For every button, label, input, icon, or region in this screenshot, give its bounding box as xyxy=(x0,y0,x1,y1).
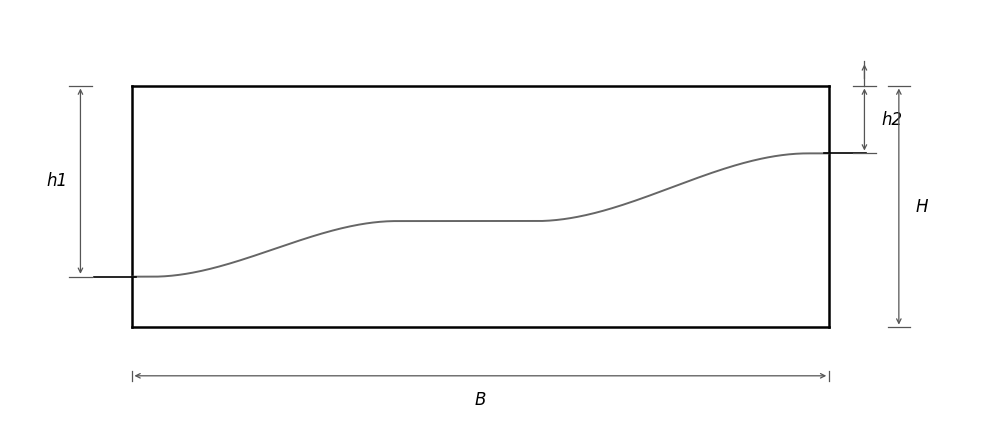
Text: B: B xyxy=(475,391,486,409)
Text: h2: h2 xyxy=(881,110,902,128)
Text: h1: h1 xyxy=(47,172,68,190)
Text: H: H xyxy=(916,198,928,215)
